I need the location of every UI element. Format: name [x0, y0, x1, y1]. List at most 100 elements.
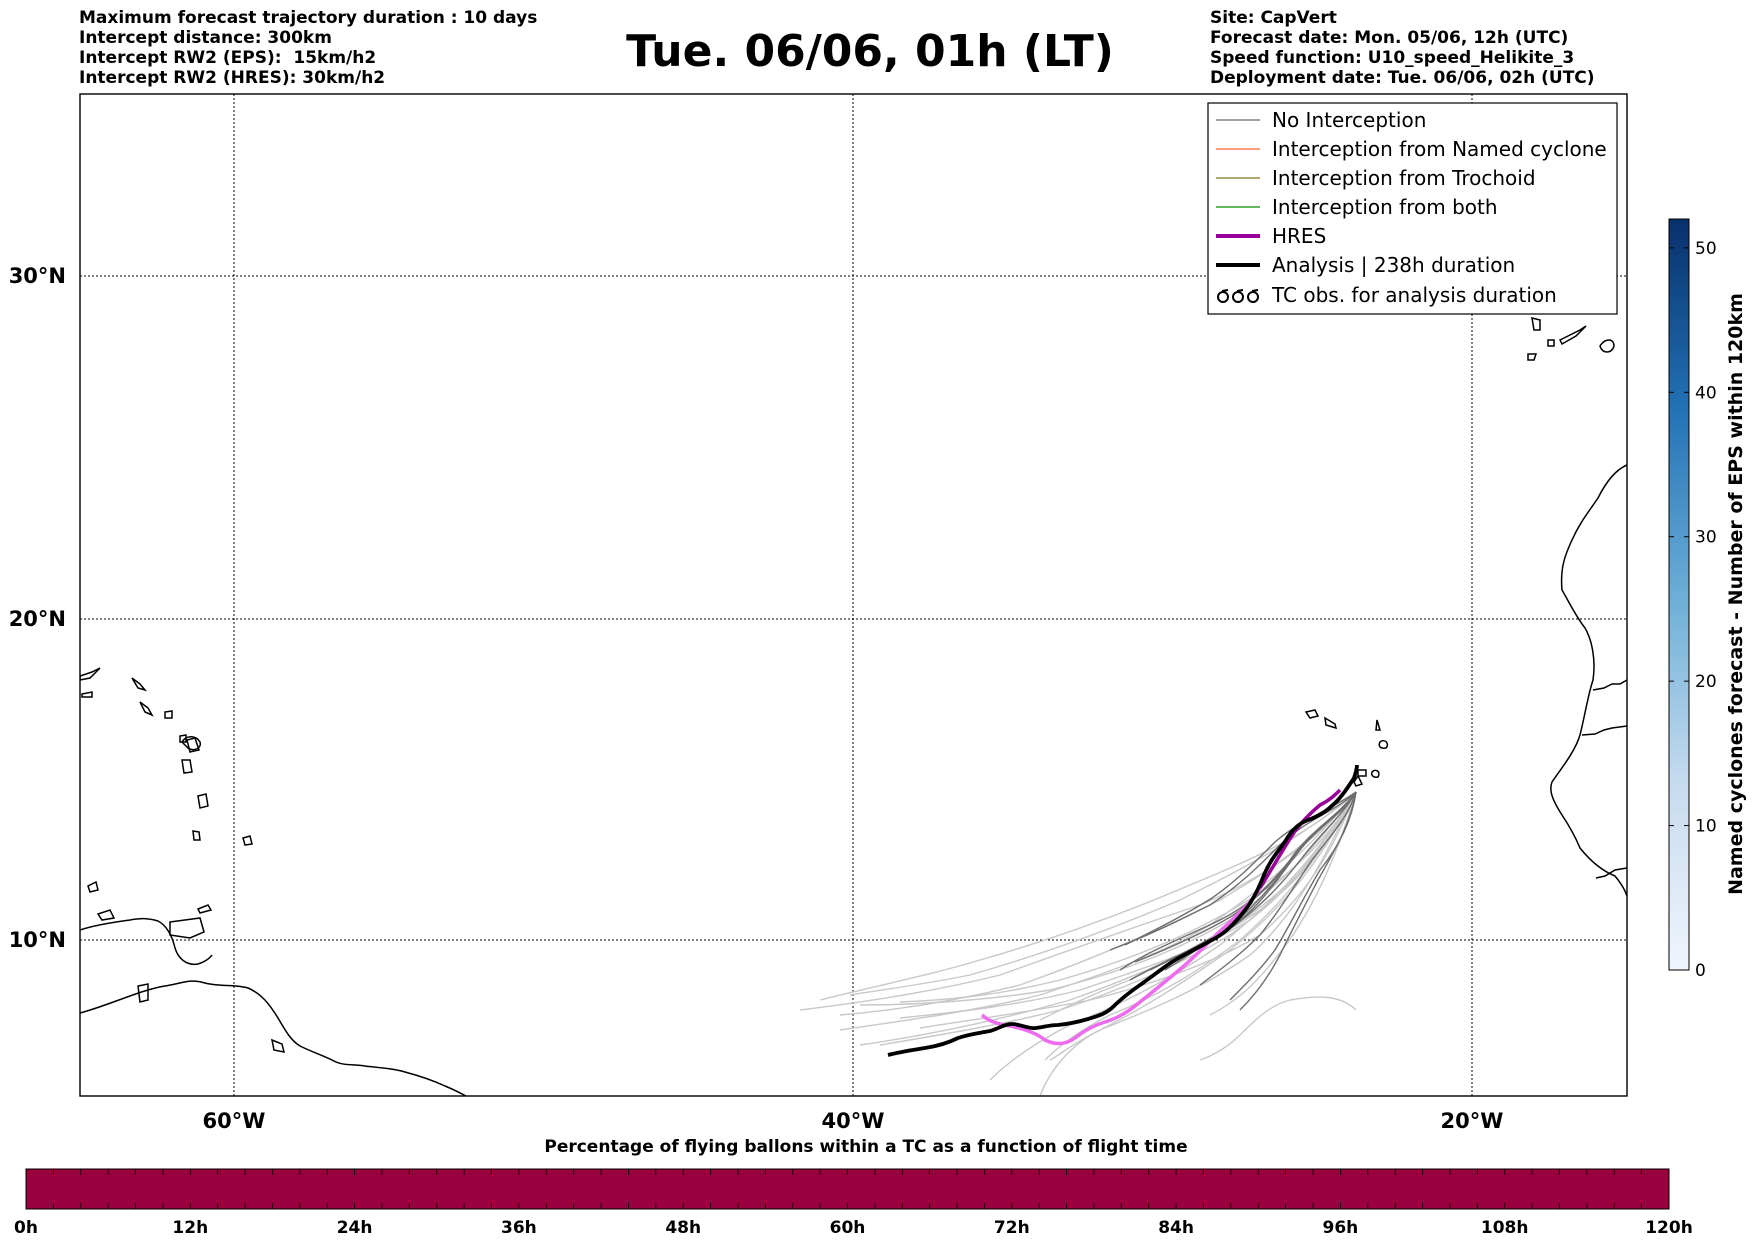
- tobago: [196, 904, 213, 914]
- caribbean-small-3: [270, 1038, 286, 1053]
- canary-island-5: [1527, 353, 1538, 361]
- colorbar-gradient: [1668, 218, 1690, 971]
- bar-tick-label: 84h: [1158, 1218, 1194, 1238]
- eps-member: [989, 791, 1357, 1081]
- colorbar-ticks: 0 10 20 30 40 50: [1669, 239, 1717, 981]
- canary-island-2: [1599, 339, 1615, 353]
- guadeloupe: [181, 736, 202, 751]
- caribbean-small-1: [96, 909, 116, 921]
- legend-entry-analysis: Analysis | 238h duration: [1216, 253, 1515, 277]
- mauritania-detail: [1592, 679, 1627, 691]
- eps-members-dark: [1109, 791, 1357, 1011]
- capeverde-4: [1378, 739, 1389, 749]
- legend-entry-trochoid: Interception from Trochoid: [1216, 166, 1536, 190]
- guinea-detail: [1595, 867, 1627, 879]
- hres-trajectory: [980, 887, 1262, 1046]
- capeverde-6: [1357, 769, 1367, 777]
- eps-member: [899, 791, 1357, 1019]
- eps-member: [1199, 791, 1357, 986]
- bar-tick-label: 108h: [1481, 1218, 1529, 1238]
- bar-tick-label: 24h: [337, 1218, 373, 1238]
- eps-member: [799, 791, 1357, 1011]
- bar-tick-label: 60h: [830, 1218, 866, 1238]
- capeverde-3: [1375, 719, 1382, 731]
- lesser-antilles-2: [192, 830, 201, 841]
- legend-entry-tc-obs: TC obs. for analysis duration: [1217, 283, 1557, 307]
- page-title: Tue. 06/06, 01h (LT): [626, 26, 1114, 77]
- colorbar-tick-label: 20: [1695, 672, 1717, 692]
- eps-colorbar: 0 10 20 30 40 50 Named cyclones forecast - Nu…: [1668, 218, 1747, 981]
- legend-box: [1207, 102, 1618, 315]
- colorbar-tick-label: 10: [1695, 817, 1717, 837]
- puerto-rico-area: [80, 667, 101, 681]
- colorbar-tick-label: 30: [1695, 528, 1717, 548]
- antigua: [164, 710, 173, 719]
- latitude-labels: 30°N 20°N 10°N: [9, 264, 66, 952]
- lesser-antilles-1: [197, 793, 209, 809]
- legend-label: TC obs. for analysis duration: [1271, 283, 1557, 307]
- flight-time-bar: Percentage of flying ballons within a TC…: [14, 1137, 1693, 1238]
- gridlines: [80, 94, 1627, 1096]
- eps-member: [1049, 791, 1357, 1061]
- map-frame: [79, 93, 1628, 1097]
- eps-member: [1199, 996, 1357, 1061]
- islet-a: [131, 677, 148, 692]
- speed-function: Speed function: U10_speed_Helikite_3: [1210, 48, 1575, 68]
- eps-member: [1149, 791, 1357, 971]
- capeverde-7: [1371, 769, 1380, 778]
- forecast-date: Forecast date: Mon. 05/06, 12h (UTC): [1210, 28, 1569, 48]
- trinidad: [169, 917, 205, 939]
- eps-member: [1039, 791, 1357, 1096]
- islet-c: [81, 691, 93, 698]
- colorbar-tick-label: 50: [1695, 239, 1717, 259]
- lat-label-20: 20°N: [9, 607, 66, 631]
- site-name: Site: CapVert: [1210, 8, 1337, 28]
- bar-tick-label: 36h: [501, 1218, 537, 1238]
- barbados: [242, 835, 253, 846]
- analysis-trajectory: [887, 764, 1359, 1057]
- south-america-coast: [80, 980, 468, 1096]
- islet-b: [139, 701, 154, 717]
- longitude-labels: 60°W 40°W 20°W: [203, 1109, 1504, 1133]
- param-rw2-eps: Intercept RW2 (EPS): 15km/h2: [79, 48, 377, 68]
- legend-entry-named-cyclone: Interception from Named cyclone: [1216, 137, 1607, 161]
- bar-tick-label: 12h: [172, 1218, 208, 1238]
- trajectories: [799, 764, 1359, 1096]
- legend-label: Interception from Named cyclone: [1272, 137, 1607, 161]
- eps-member: [1129, 791, 1357, 981]
- canary-island-1: [1558, 325, 1587, 346]
- capeverde-2: [1324, 716, 1338, 730]
- lon-label-60: 60°W: [203, 1109, 266, 1133]
- legend-label: Interception from both: [1272, 195, 1498, 219]
- bar-tick-label: 72h: [994, 1218, 1030, 1238]
- flight-time-bar-ticks: 0h 12h 24h 36h 48h 60h 72h 84h 96h 108h 120h: [14, 1169, 1693, 1238]
- eps-member: [1239, 791, 1357, 1011]
- colorbar-tick-label: 40: [1695, 383, 1717, 403]
- colorbar-tick-label: 0: [1695, 961, 1706, 981]
- caribbean-small-2: [137, 983, 149, 1003]
- legend-entry-no-interception: No Interception: [1216, 108, 1426, 132]
- eps-member: [839, 791, 1357, 1016]
- eps-members-light: [799, 791, 1357, 1096]
- legend-label: HRES: [1272, 224, 1326, 248]
- legend: No Interception Interception from Named …: [1207, 102, 1618, 315]
- canary-island-4: [1547, 339, 1555, 347]
- bar-tick-label: 96h: [1323, 1218, 1359, 1238]
- eps-member: [819, 791, 1357, 1001]
- caribbean-small-4: [87, 880, 99, 893]
- param-distance: Intercept distance: 300km: [79, 28, 332, 48]
- lat-label-10: 10°N: [9, 928, 66, 952]
- param-duration: Maximum forecast trajectory duration : 1…: [79, 8, 538, 28]
- lon-label-20: 20°W: [1441, 1109, 1504, 1133]
- lon-label-40: 40°W: [822, 1109, 885, 1133]
- forecast-parameters: Maximum forecast trajectory duration : 1…: [79, 8, 537, 88]
- senegal-detail: [1581, 725, 1627, 736]
- bar-tick-label: 0h: [14, 1218, 38, 1238]
- legend-label: Analysis | 238h duration: [1272, 253, 1515, 277]
- lesser-antilles-4: [181, 759, 193, 774]
- legend-label: Interception from Trochoid: [1272, 166, 1536, 190]
- capeverde-5: [1353, 774, 1364, 787]
- capeverde-1: [1304, 709, 1320, 719]
- legend-label: No Interception: [1272, 108, 1426, 132]
